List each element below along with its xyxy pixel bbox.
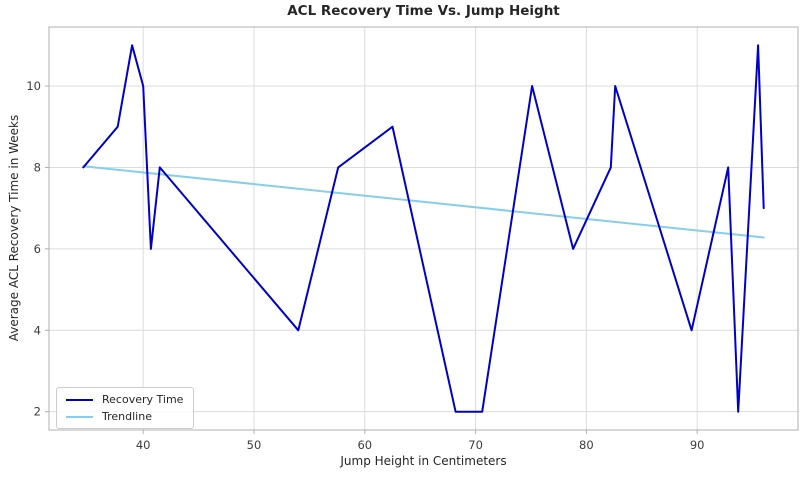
legend-label-recovery-time: Recovery Time (102, 393, 184, 406)
x-tick-label: 80 (579, 438, 594, 452)
plot-area-border (48, 26, 799, 431)
y-tick-label: 6 (34, 242, 41, 256)
y-axis-label: Average ACL Recovery Time in Weeks (7, 114, 21, 342)
legend: Recovery Time Trendline (56, 387, 195, 429)
legend-item-recovery-time: Recovery Time (66, 393, 183, 406)
series-line-trendline (82, 165, 765, 239)
x-axis-label: Jump Height in Centimeters (340, 454, 507, 468)
y-tick-label: 10 (26, 79, 41, 93)
y-tick-label: 8 (34, 160, 41, 174)
x-tick-label: 60 (357, 438, 372, 452)
legend-label-trendline: Trendline (102, 410, 152, 423)
chart-title: ACL Recovery Time Vs. Jump Height (287, 3, 560, 19)
y-tick-label: 4 (34, 323, 41, 337)
y-tick-label: 2 (34, 405, 41, 419)
recovery-time-line-swatch (66, 398, 93, 401)
x-tick-label: 40 (136, 438, 151, 452)
legend-item-trendline: Trendline (66, 410, 183, 423)
series-line-recovery-time (82, 44, 765, 413)
x-tick-label: 90 (690, 438, 705, 452)
x-tick-label: 70 (468, 438, 483, 452)
trendline-line-swatch (66, 415, 93, 418)
x-tick-label: 50 (247, 438, 262, 452)
